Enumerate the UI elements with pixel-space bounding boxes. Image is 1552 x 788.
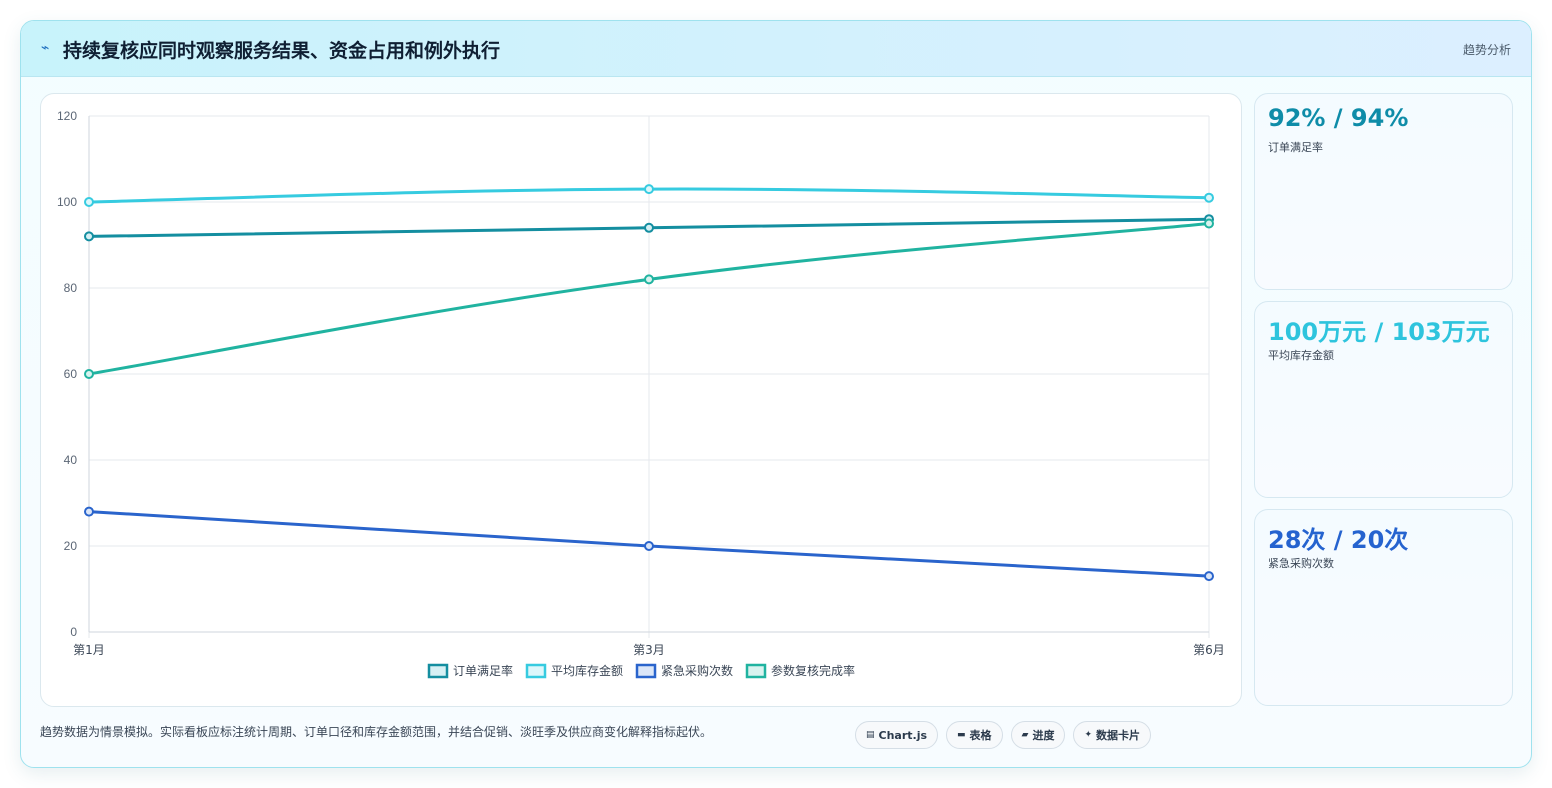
legend-label: 参数复核完成率	[771, 663, 855, 678]
footer-note: 趋势数据为情景模拟。实际看板应标注统计周期、订单口径和库存金额范围，并结合促销、…	[40, 725, 713, 739]
y-tick-label: 100	[57, 195, 77, 209]
chip-label: 表格	[969, 729, 992, 742]
data-point	[644, 274, 654, 285]
chip-label: Chart.js	[878, 728, 928, 742]
data-point	[644, 222, 654, 233]
card-header: ⌁ 持续复核应同时观察服务结果、资金占用和例外执行 趋势分析	[21, 21, 1531, 77]
chip-table[interactable]: ▬ 表格	[946, 721, 1003, 749]
data-point	[1204, 571, 1214, 582]
legend-swatch	[427, 663, 449, 679]
kpi-card-order-fill-rate: 92% / 94% 订单满足率	[1254, 93, 1513, 290]
chart-icon: ▤	[866, 730, 875, 740]
view-switcher: ▤ Chart.js ▬ 表格 ▰ 进度 ✦ 数据卡片	[855, 721, 1152, 749]
kpi-label: 订单满足率	[1268, 141, 1323, 154]
sparkle-icon: ✦	[1084, 730, 1093, 740]
y-tick-label: 40	[64, 453, 78, 467]
x-tick-label: 第1月	[73, 643, 105, 657]
line-chart: 0 20 40 60 80 100 120 第1月 第3月 第6月订单满足率 平均库存金额 紧急采购次…	[40, 93, 1242, 707]
chip-label: 数据卡片	[1096, 729, 1141, 742]
dashboard-card: ⌁ 持续复核应同时观察服务结果、资金占用和例外执行 趋势分析 0 20 40 60 80…	[20, 20, 1532, 768]
y-tick-label: 60	[64, 367, 78, 381]
y-tick-label: 80	[64, 281, 78, 295]
chip-progress[interactable]: ▰ 进度	[1010, 721, 1066, 749]
legend-label: 紧急采购次数	[661, 663, 733, 678]
data-point	[84, 197, 94, 207]
legend-swatch	[635, 663, 657, 679]
y-tick-label: 0	[70, 625, 77, 639]
x-tick-label: 第3月	[633, 643, 665, 657]
data-point	[84, 506, 94, 517]
data-point	[84, 369, 94, 379]
kpi-label: 平均库存金额	[1268, 349, 1334, 362]
legend-label: 平均库存金额	[551, 663, 623, 678]
data-point	[84, 231, 94, 242]
section-tag: 趋势分析	[1462, 43, 1511, 57]
x-tick-label: 第6月	[1193, 643, 1225, 657]
table-icon: ▬	[957, 730, 966, 740]
lightning-icon: ⌁	[41, 40, 50, 56]
progress-icon: ▰	[1021, 730, 1029, 740]
kpi-label: 紧急采购次数	[1268, 557, 1334, 570]
kpi-value: 92% / 94%	[1268, 104, 1409, 132]
kpi-card-avg-inventory: 100万元 / 103万元 平均库存金额	[1254, 301, 1513, 498]
legend-swatch	[745, 663, 767, 679]
y-tick-label: 120	[57, 109, 77, 123]
data-point	[1204, 192, 1214, 203]
data-point	[1204, 218, 1214, 229]
kpi-value: 28次 / 20次	[1268, 526, 1409, 554]
legend-swatch	[525, 663, 547, 679]
chip-chartjs[interactable]: ▤ Chart.js	[855, 721, 939, 749]
card-title: 持续复核应同时观察服务结果、资金占用和例外执行	[63, 40, 501, 62]
data-point	[644, 541, 654, 551]
kpi-card-urgent-purchases: 28次 / 20次 紧急采购次数	[1254, 509, 1513, 706]
chip-label: 进度	[1032, 729, 1055, 742]
chip-data-cards[interactable]: ✦ 数据卡片	[1073, 721, 1152, 749]
data-point	[644, 184, 654, 195]
kpi-value: 100万元 / 103万元	[1268, 318, 1490, 346]
y-tick-label: 20	[64, 539, 78, 553]
legend-label: 订单满足率	[453, 663, 513, 678]
